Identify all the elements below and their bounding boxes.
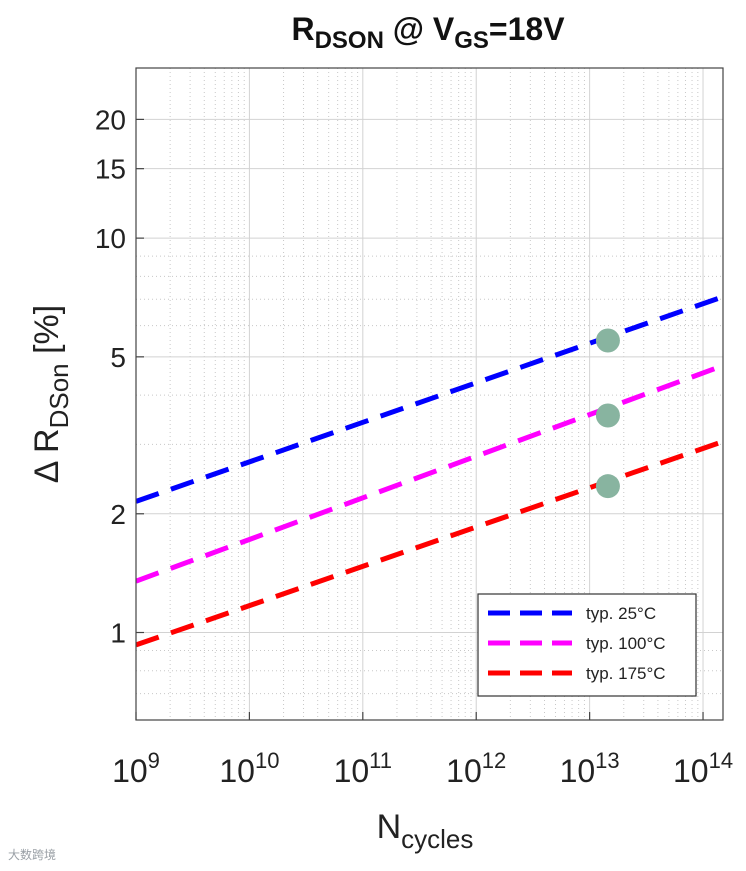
y-tick-label: 20 bbox=[95, 104, 126, 135]
chart-title: RDSON @ VGS=18V bbox=[291, 11, 565, 54]
x-tick-label: 1013 bbox=[560, 748, 620, 789]
watermark: 大数跨境 bbox=[8, 848, 57, 862]
series-line-2 bbox=[136, 363, 723, 584]
x-tick-label: 1012 bbox=[446, 748, 506, 789]
data-marker-3 bbox=[595, 474, 620, 499]
legend-label-3: typ. 175°C bbox=[586, 664, 666, 683]
y-axis-label: Δ RDSon [%] bbox=[28, 305, 74, 483]
y-tick-label: 5 bbox=[110, 342, 126, 373]
x-tick-label: 1011 bbox=[334, 748, 392, 789]
series-line-1 bbox=[136, 294, 723, 504]
legend-box bbox=[477, 593, 697, 697]
y-tick-label: 10 bbox=[95, 223, 126, 254]
legend-label-2: typ. 100°C bbox=[586, 634, 666, 653]
plot-frame bbox=[135, 67, 724, 721]
y-tick-label: 1 bbox=[110, 618, 126, 649]
x-axis-label: Ncycles bbox=[377, 808, 474, 854]
x-tick-label: 109 bbox=[112, 748, 160, 789]
y-tick-label: 2 bbox=[110, 499, 126, 530]
x-tick-label: 1014 bbox=[673, 748, 733, 789]
marker-layer bbox=[595, 328, 620, 499]
grid bbox=[135, 68, 723, 721]
data-marker-2 bbox=[595, 403, 620, 428]
legend: typ. 25°C typ. 100°C typ. 175°C bbox=[477, 593, 697, 697]
y-tick-label: 15 bbox=[95, 154, 126, 185]
x-tick-label: 1010 bbox=[219, 748, 279, 789]
y-tick-labels: 1 2 5 10 15 20 bbox=[95, 104, 144, 649]
x-tick-labels: 109 1010 1011 1012 1013 1014 bbox=[112, 712, 733, 789]
data-marker-1 bbox=[595, 328, 620, 353]
series-line-3 bbox=[136, 439, 723, 648]
series-layer bbox=[136, 294, 723, 648]
legend-label-1: typ. 25°C bbox=[586, 604, 656, 623]
